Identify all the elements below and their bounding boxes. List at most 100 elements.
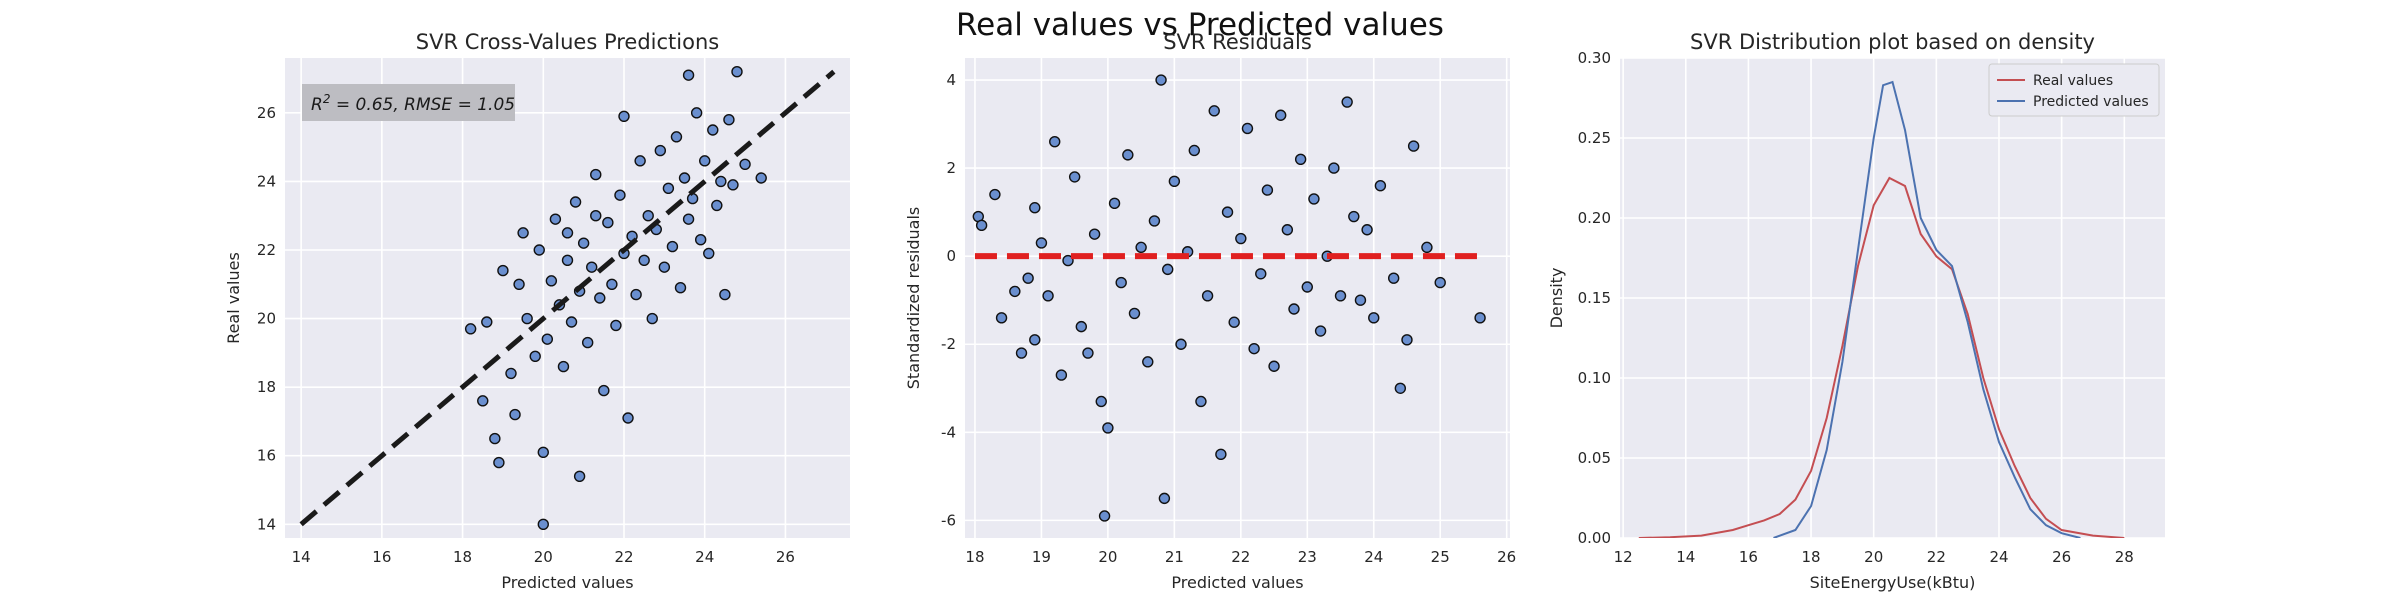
- scatter-point: [497, 264, 509, 277]
- chart-title: SVR Residuals: [1163, 30, 1312, 54]
- scatter-point: [723, 114, 735, 126]
- y-tick-label: 16: [257, 447, 276, 465]
- scatter-point: [1049, 135, 1061, 148]
- scatter-point: [1348, 210, 1360, 223]
- scatter-point: [1128, 307, 1141, 320]
- scatter-point: [590, 210, 602, 222]
- scatter-point: [573, 470, 586, 482]
- scatter-point: [505, 367, 517, 380]
- scatter-point: [1288, 303, 1300, 315]
- scatter-point: [521, 312, 533, 325]
- scatter-point: [715, 175, 727, 188]
- x-tick-label: 24: [1364, 548, 1383, 566]
- scatter-point: [1062, 254, 1074, 267]
- scatter-point: [739, 158, 751, 170]
- x-tick-label: 26: [2052, 548, 2071, 566]
- scatter-point: [1361, 224, 1373, 236]
- x-tick-label: 14: [1676, 548, 1695, 566]
- x-tick-label: 22: [614, 548, 633, 566]
- annotation-r: R: [311, 95, 323, 115]
- scatter-point: [1354, 294, 1367, 306]
- scatter-point: [1142, 356, 1154, 368]
- y-tick-label: 0.00: [1578, 529, 1611, 547]
- x-tick-label: 12: [1614, 548, 1633, 566]
- scatter-point: [674, 282, 687, 294]
- x-axis-label: Predicted values: [1171, 573, 1303, 592]
- scatter-point: [529, 350, 541, 362]
- scatter-point: [670, 131, 683, 143]
- scatter-point: [509, 408, 521, 421]
- scatter-point: [1015, 347, 1028, 359]
- x-tick-label: 20: [534, 548, 553, 566]
- scatter-point: [1341, 96, 1353, 108]
- legend-entry: Predicted values: [2033, 94, 2149, 110]
- scatter-point: [541, 333, 554, 345]
- scatter-point: [1294, 153, 1307, 165]
- scatter-point: [638, 254, 650, 266]
- x-tick-label: 20: [1098, 548, 1117, 566]
- y-tick-label: 0: [946, 247, 956, 265]
- scatter-point: [533, 244, 545, 256]
- scatter-point: [565, 316, 578, 328]
- metrics-annotation: R2 = 0.65, RMSE = 1.05: [311, 92, 515, 115]
- scatter-point: [1009, 285, 1021, 298]
- scatter-point: [1401, 334, 1413, 346]
- y-tick-label: -4: [941, 423, 956, 441]
- scatter-point: [662, 182, 675, 194]
- scatter-point: [989, 188, 1001, 201]
- scatter-point: [1122, 149, 1134, 161]
- scatter-point: [1334, 290, 1347, 302]
- x-tick-label: 18: [965, 548, 984, 566]
- scatter-point: [594, 292, 606, 304]
- x-tick-label: 18: [1802, 548, 1821, 566]
- scatter-point: [557, 360, 570, 373]
- scatter-point: [545, 275, 558, 287]
- scatter-point: [1328, 162, 1340, 174]
- scatter-point: [1235, 232, 1247, 245]
- scatter-point: [1148, 215, 1161, 227]
- scatter-point: [489, 432, 501, 445]
- scatter-point: [586, 261, 598, 273]
- y-tick-label: 4: [946, 71, 956, 89]
- scatter-point: [1268, 360, 1280, 372]
- y-axis-label: Standardized residuals: [904, 207, 923, 389]
- scatter-point: [493, 456, 505, 469]
- scatter-point: [690, 107, 703, 119]
- scatter-point: [682, 69, 695, 81]
- x-axis-label: SiteEnergyUse(kBtu): [1810, 573, 1976, 592]
- scatter-point: [1248, 342, 1260, 355]
- y-tick-label: 0.15: [1578, 289, 1611, 307]
- scatter-point: [1098, 510, 1111, 522]
- scatter-point: [1474, 312, 1486, 324]
- scatter-point: [975, 219, 988, 232]
- scatter-point: [1434, 276, 1446, 289]
- scatter-point: [634, 155, 646, 167]
- y-tick-label: 18: [257, 378, 276, 396]
- y-tick-label: 20: [257, 310, 276, 328]
- scatter-point: [1029, 202, 1041, 214]
- legend: Real values Predicted values: [1988, 63, 2160, 117]
- x-tick-label: 22: [1231, 548, 1250, 566]
- scatter-point: [658, 261, 671, 273]
- y-tick-label: -6: [941, 511, 956, 529]
- scatter-point: [1241, 122, 1254, 135]
- scatter-point: [549, 213, 562, 225]
- scatter-point: [1158, 492, 1171, 505]
- x-tick-label: 20: [1864, 548, 1883, 566]
- scatter-point: [1088, 228, 1101, 240]
- scatter-point: [517, 227, 529, 239]
- scatter-point: [569, 196, 582, 208]
- y-tick-label: 22: [257, 241, 276, 259]
- scatter-point: [537, 446, 549, 458]
- y-axis-label: Real values: [224, 252, 243, 344]
- scatter-point: [1368, 312, 1380, 324]
- scatter-point: [654, 144, 667, 157]
- scatter-point: [694, 234, 707, 246]
- scatter-point: [561, 254, 574, 266]
- legend-frame: [1988, 63, 2160, 117]
- x-tick-label: 21: [1165, 548, 1184, 566]
- scatter-point: [682, 213, 695, 225]
- scatter-point: [1135, 241, 1147, 254]
- scatter-point: [1095, 395, 1107, 408]
- scatter-point: [1407, 140, 1420, 152]
